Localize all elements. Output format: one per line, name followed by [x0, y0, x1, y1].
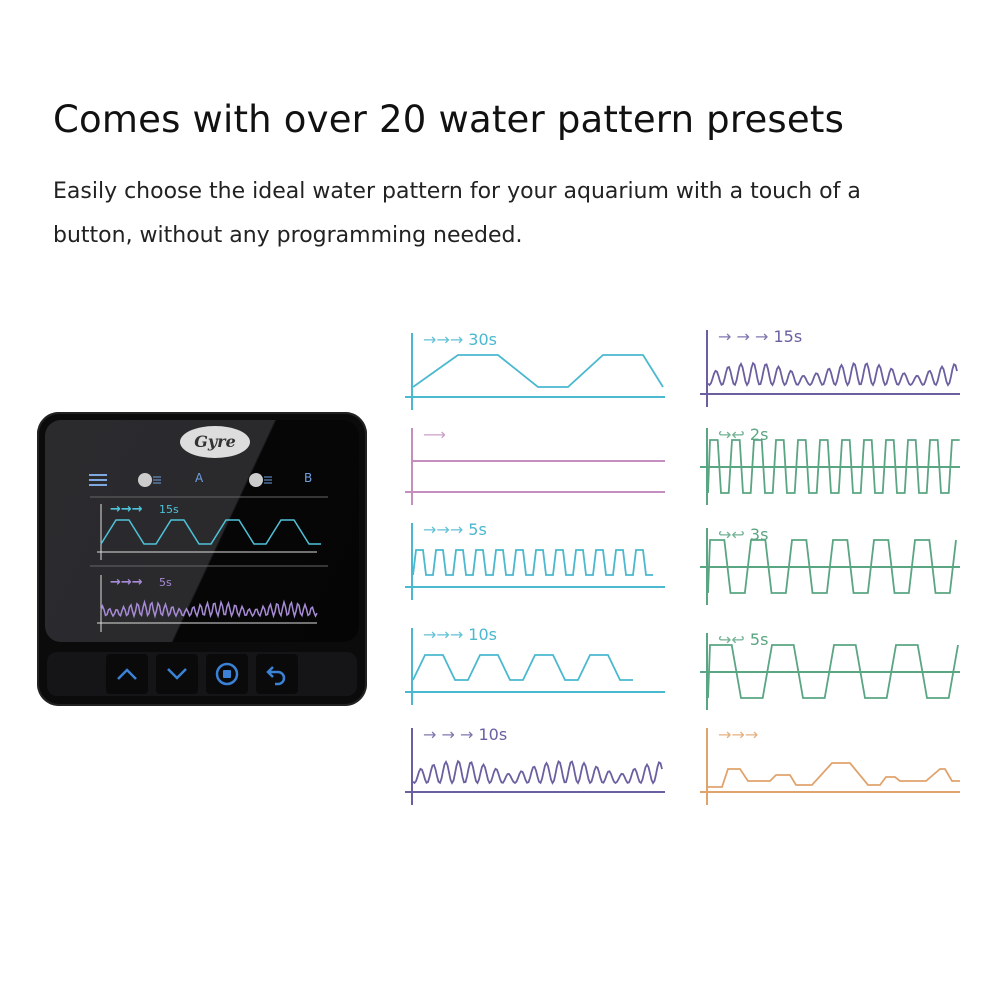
screen-graphics	[89, 473, 328, 632]
pattern-waveform	[700, 330, 960, 407]
stop-icon	[215, 662, 239, 686]
page-title: Comes with over 20 water pattern presets	[53, 98, 845, 141]
stop-button[interactable]	[206, 654, 248, 694]
pattern-waveform	[700, 633, 960, 710]
pattern-preset-4: →→→ 10s	[405, 625, 670, 710]
pattern-duration: 2s	[744, 425, 769, 444]
pattern-waveform	[405, 628, 665, 705]
flow-arrows-icon: →→→	[718, 725, 759, 744]
pattern-waveform	[405, 333, 665, 410]
screen-pattern-1-label: 15s	[159, 503, 179, 516]
flow-arrows-icon: → → →	[718, 327, 769, 346]
device-screen: Gyre A B →→→ 15s →→→ 5s	[45, 420, 359, 642]
up-button[interactable]	[106, 654, 148, 694]
pattern-label: ↪↩ 5s	[718, 630, 768, 649]
pattern-preset-3: →→→ 5s	[405, 520, 670, 605]
pump-b-label: B	[304, 471, 313, 485]
screen-pattern-2-arrows: →→→	[110, 575, 143, 590]
pattern-label: →→→ 5s	[423, 520, 487, 539]
pattern-duration: 5s	[744, 630, 769, 649]
chevron-up-icon	[117, 668, 137, 680]
waveform-line	[708, 762, 960, 788]
pattern-preset-7: ↪↩ 2s	[700, 425, 965, 510]
pattern-label: →→→ 10s	[423, 625, 497, 644]
pattern-label: → → → 10s	[423, 725, 507, 744]
pattern-waveform	[700, 528, 960, 605]
pump-b-icon	[249, 473, 272, 487]
pattern-preset-1: →→→ 30s	[405, 330, 670, 415]
screen-pattern-1-arrows: →→→	[110, 502, 143, 517]
pattern-label: ⟶	[423, 425, 446, 444]
menu-icon	[89, 474, 107, 486]
pattern-duration: 3s	[744, 525, 769, 544]
pattern-waveform	[405, 728, 665, 805]
waveform-line	[707, 644, 959, 699]
pattern-duration: 15s	[768, 327, 803, 346]
pattern-duration: 5s	[463, 520, 487, 539]
pump-a-icon	[138, 473, 161, 487]
pattern-duration: 30s	[463, 330, 497, 349]
gyre-logo: Gyre	[180, 426, 250, 458]
pattern-preset-9: ↪↩ 5s	[700, 630, 965, 715]
flow-arrows-icon: →→→	[423, 625, 464, 644]
pattern-label: →→→	[718, 725, 758, 744]
waveform-line	[707, 361, 958, 387]
down-button[interactable]	[156, 654, 198, 694]
pattern-waveform	[700, 728, 960, 805]
waveform-line	[707, 539, 957, 594]
flow-arrows-icon: ↪↩	[718, 425, 745, 444]
pattern-preset-8: ↪↩ 3s	[700, 525, 965, 610]
pattern-preset-6: → → → 15s	[700, 327, 965, 412]
waveform-line	[707, 439, 960, 494]
back-icon	[266, 666, 286, 686]
waveform-line	[412, 654, 633, 681]
pattern-label: ↪↩ 2s	[718, 425, 768, 444]
pattern-label: → → → 15s	[718, 327, 802, 346]
flow-arrows-icon: →→→	[423, 520, 464, 539]
pattern-preset-5: → → → 10s	[405, 725, 670, 810]
pattern-waveform	[700, 428, 960, 505]
pattern-label: ↪↩ 3s	[718, 525, 768, 544]
waveform-line	[412, 354, 664, 388]
pattern-waveform	[405, 523, 665, 600]
pattern-preset-2: ⟶	[405, 425, 670, 510]
pattern-preset-10: →→→	[700, 725, 965, 810]
flow-arrows-icon: → → →	[423, 725, 474, 744]
pattern-duration: 10s	[463, 625, 497, 644]
flow-arrows-icon: →→→	[423, 330, 464, 349]
flow-arrows-icon: ↪↩	[718, 525, 745, 544]
chevron-down-icon	[167, 668, 187, 680]
flow-arrows-icon: ⟶	[423, 425, 446, 444]
back-button[interactable]	[256, 654, 298, 694]
controller-device: Gyre A B →→→ 15s →→→ 5s	[37, 412, 367, 706]
button-bar	[47, 652, 357, 696]
pattern-duration: 10s	[473, 725, 508, 744]
flow-arrows-icon: ↪↩	[718, 630, 745, 649]
pump-a-label: A	[195, 471, 204, 485]
screen-waveform-2	[100, 599, 318, 619]
pattern-label: →→→ 30s	[423, 330, 497, 349]
page-subtitle: Easily choose the ideal water pattern fo…	[53, 179, 861, 248]
waveform-line	[412, 549, 653, 576]
pattern-waveform	[405, 428, 665, 505]
waveform-line	[412, 759, 663, 785]
screen-pattern-2-label: 5s	[159, 576, 172, 589]
screen-waveform-1	[100, 519, 321, 545]
